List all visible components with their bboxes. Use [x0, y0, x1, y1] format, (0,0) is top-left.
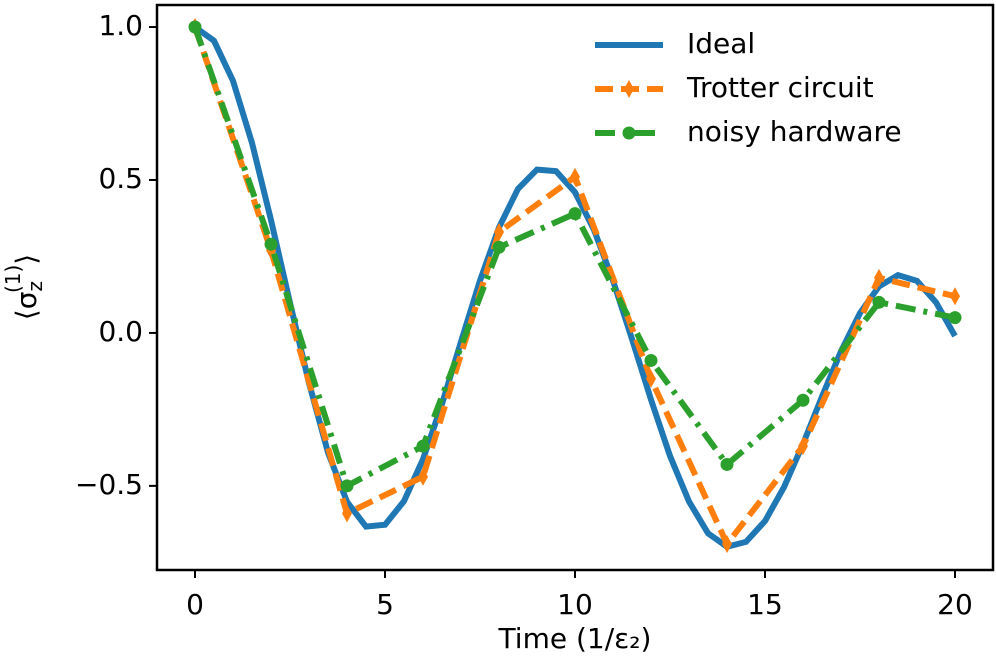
marker — [872, 295, 886, 309]
x-tick-label: 5 — [376, 588, 394, 621]
marker — [622, 126, 636, 140]
marker — [264, 237, 278, 251]
marker — [874, 268, 884, 287]
y-tick-label: 0.5 — [98, 162, 143, 195]
y-label-close: ⟩ — [10, 254, 43, 265]
y-tick-label: 1.0 — [98, 9, 143, 42]
legend-label: Trotter circuit — [686, 71, 874, 104]
marker — [798, 437, 808, 456]
y-label-open: ⟨σ — [10, 292, 43, 321]
x-tick-label: 0 — [186, 588, 204, 621]
marker — [416, 439, 430, 453]
marker — [188, 20, 202, 34]
x-tick-label: 15 — [747, 588, 783, 621]
marker — [568, 207, 582, 221]
series-line — [193, 24, 958, 551]
x-tick-label: 10 — [557, 588, 593, 621]
marker — [494, 222, 504, 241]
marker — [340, 479, 354, 493]
marker — [492, 240, 506, 254]
y-axis-label: ⟨σz(1)⟩ — [1, 254, 47, 320]
marker — [948, 311, 962, 325]
marker — [624, 80, 634, 98]
marker — [720, 457, 734, 471]
plot-frame — [155, 3, 995, 572]
marker — [644, 353, 658, 367]
legend-label: noisy hardware — [687, 115, 902, 148]
marker — [418, 467, 428, 486]
legend-label: Ideal — [687, 27, 755, 60]
marker — [950, 287, 960, 306]
y-label-sub: z — [23, 281, 47, 292]
marker — [646, 369, 656, 388]
y-tick-label: 0.0 — [98, 315, 143, 348]
y-label-sup: (1) — [1, 265, 25, 293]
marker — [722, 534, 732, 553]
marker — [796, 393, 810, 407]
x-tick-label: 20 — [937, 588, 973, 621]
y-tick-label: −0.5 — [75, 468, 143, 501]
x-axis-label: Time (1/ε₂) — [498, 622, 652, 655]
series-line — [192, 26, 956, 550]
marker — [570, 167, 580, 186]
marker — [342, 504, 352, 523]
